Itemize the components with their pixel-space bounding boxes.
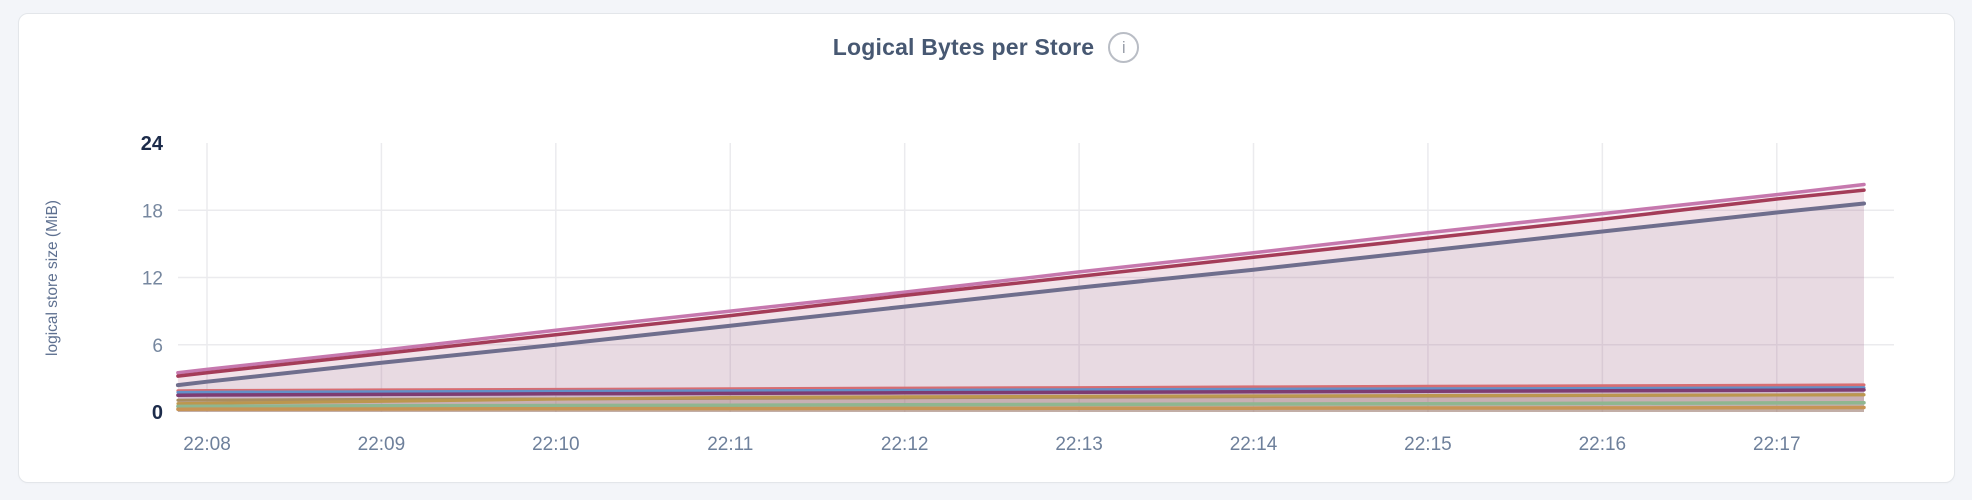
series-area-store-slate xyxy=(177,203,1864,412)
series-line-store-green xyxy=(176,401,1866,409)
plot-area[interactable] xyxy=(178,143,1894,412)
x-tick-label: 22:09 xyxy=(358,434,406,455)
y-tick-label: 6 xyxy=(152,336,163,357)
series-line-store-slate xyxy=(175,201,1866,388)
y-tick-label: 12 xyxy=(142,269,163,290)
x-tick-label: 22:13 xyxy=(1055,434,1103,455)
y-tick-label: 24 xyxy=(141,133,164,155)
series-line-store-purple xyxy=(176,388,1866,397)
series-area-store-pink xyxy=(177,184,1864,412)
x-tick-label: 22:11 xyxy=(707,434,753,455)
series-line-store-crimson xyxy=(176,188,1866,378)
y-tick-label: 18 xyxy=(142,201,163,222)
series-line-store-blue xyxy=(176,386,1866,394)
x-tick-label: 22:14 xyxy=(1230,434,1278,455)
series-area-store-crimson xyxy=(177,190,1864,412)
info-icon[interactable]: i xyxy=(1108,32,1140,63)
y-tick-label: 0 xyxy=(152,402,163,424)
x-tick-label: 22:10 xyxy=(532,434,580,455)
series-lines xyxy=(175,182,1866,411)
y-axis-title: logical store size (MiB) xyxy=(44,200,61,356)
chart-title: Logical Bytes per Store xyxy=(832,34,1095,60)
x-tick-label: 22:08 xyxy=(183,434,231,455)
x-tick-label: 22:12 xyxy=(881,434,929,455)
x-tick-label: 22:16 xyxy=(1579,434,1627,455)
series-line-store-gold xyxy=(176,393,1866,406)
y-axis-ticks: 24 18 12 6 0 xyxy=(141,133,164,424)
x-tick-label: 22:17 xyxy=(1753,434,1801,455)
series-line-store-pink xyxy=(176,182,1866,375)
x-tick-label: 22:15 xyxy=(1404,434,1452,455)
series-line-store-salmon xyxy=(176,383,1866,393)
chart-header: Logical Bytes per Store i xyxy=(0,32,1972,63)
x-axis-ticks: 22:08 22:09 22:10 22:11 22:12 22:13 22:14 22:15… xyxy=(183,434,1800,455)
series-line-store-orange xyxy=(176,405,1866,411)
